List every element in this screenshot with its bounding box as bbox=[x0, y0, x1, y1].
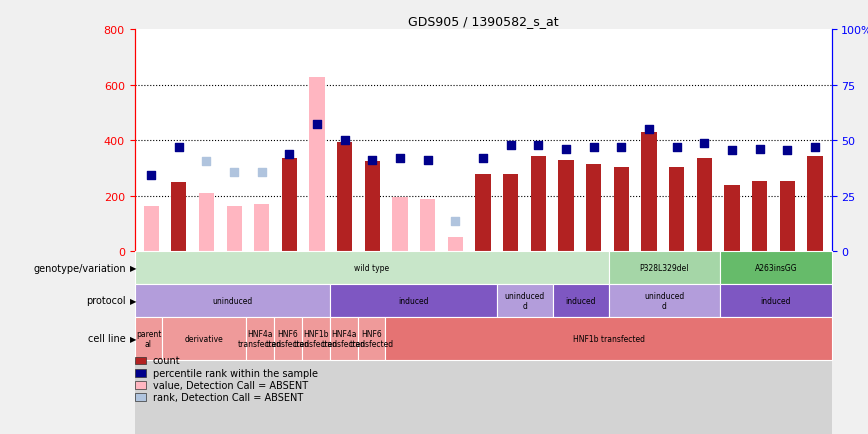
Text: genotype/variation: genotype/variation bbox=[33, 263, 126, 273]
Text: wild type: wild type bbox=[354, 263, 389, 273]
Bar bbox=[530, 156, 546, 252]
Point bbox=[725, 147, 739, 154]
Point bbox=[365, 157, 379, 164]
Bar bbox=[448, 238, 463, 252]
Point bbox=[421, 157, 435, 164]
Bar bbox=[365, 162, 380, 252]
Point bbox=[476, 155, 490, 162]
Bar bbox=[199, 194, 214, 252]
Text: HNF1b transfected: HNF1b transfected bbox=[573, 334, 645, 343]
Bar bbox=[337, 142, 352, 252]
Text: derivative: derivative bbox=[185, 334, 224, 343]
Title: GDS905 / 1390582_s_at: GDS905 / 1390582_s_at bbox=[408, 15, 558, 28]
Bar bbox=[641, 133, 656, 252]
Point bbox=[393, 155, 407, 162]
Bar bbox=[586, 164, 602, 252]
Bar bbox=[282, 159, 297, 252]
Point bbox=[642, 127, 656, 134]
Point bbox=[255, 169, 269, 176]
Bar bbox=[614, 168, 629, 252]
Text: rank, Detection Call = ABSENT: rank, Detection Call = ABSENT bbox=[153, 392, 303, 402]
Text: P328L329del: P328L329del bbox=[640, 263, 689, 273]
Text: induced: induced bbox=[760, 296, 791, 305]
Bar bbox=[725, 185, 740, 252]
Bar bbox=[143, 206, 159, 252]
Point bbox=[449, 218, 463, 225]
Point bbox=[144, 172, 158, 179]
Point bbox=[753, 146, 766, 153]
Text: percentile rank within the sample: percentile rank within the sample bbox=[153, 368, 318, 378]
Bar bbox=[779, 181, 795, 252]
Text: HNF4a
transfected: HNF4a transfected bbox=[321, 329, 365, 348]
Point bbox=[587, 145, 601, 151]
Bar bbox=[669, 168, 684, 252]
Bar bbox=[310, 77, 325, 252]
Bar bbox=[227, 206, 241, 252]
Bar bbox=[135, 252, 832, 434]
Point bbox=[780, 147, 794, 154]
Point bbox=[808, 145, 822, 151]
Point bbox=[615, 145, 628, 151]
Bar bbox=[807, 156, 823, 252]
Point bbox=[697, 140, 711, 147]
Text: protocol: protocol bbox=[86, 296, 126, 306]
Bar bbox=[503, 174, 518, 252]
Text: uninduced
d: uninduced d bbox=[504, 291, 545, 310]
Text: induced: induced bbox=[565, 296, 595, 305]
Bar bbox=[752, 181, 767, 252]
Bar bbox=[697, 159, 712, 252]
Bar bbox=[254, 205, 269, 252]
Point bbox=[282, 151, 296, 158]
Text: ▶: ▶ bbox=[130, 263, 136, 273]
Point bbox=[200, 158, 214, 165]
Text: HNF6
transfected: HNF6 transfected bbox=[266, 329, 310, 348]
Text: value, Detection Call = ABSENT: value, Detection Call = ABSENT bbox=[153, 380, 308, 390]
Text: HNF6
transfected: HNF6 transfected bbox=[350, 329, 393, 348]
Text: HNF1b
transfected: HNF1b transfected bbox=[293, 329, 338, 348]
Bar bbox=[476, 174, 490, 252]
Point bbox=[503, 142, 517, 149]
Text: ▶: ▶ bbox=[130, 334, 136, 343]
Point bbox=[227, 169, 241, 176]
Point bbox=[338, 138, 352, 145]
Bar bbox=[420, 199, 436, 252]
Point bbox=[559, 146, 573, 153]
Text: ▶: ▶ bbox=[130, 296, 136, 305]
Text: HNF4a
transfected: HNF4a transfected bbox=[238, 329, 282, 348]
Text: induced: induced bbox=[398, 296, 429, 305]
Text: uninduced
d: uninduced d bbox=[644, 291, 684, 310]
Bar bbox=[558, 161, 574, 252]
Text: uninduced: uninduced bbox=[212, 296, 253, 305]
Point bbox=[172, 145, 186, 151]
Text: cell line: cell line bbox=[89, 334, 126, 343]
Text: A263insGG: A263insGG bbox=[754, 263, 797, 273]
Point bbox=[670, 145, 684, 151]
Text: count: count bbox=[153, 356, 181, 365]
Point bbox=[310, 121, 324, 128]
Bar bbox=[392, 198, 408, 252]
Bar bbox=[171, 183, 187, 252]
Point bbox=[531, 142, 545, 149]
Text: parent
al: parent al bbox=[135, 329, 161, 348]
